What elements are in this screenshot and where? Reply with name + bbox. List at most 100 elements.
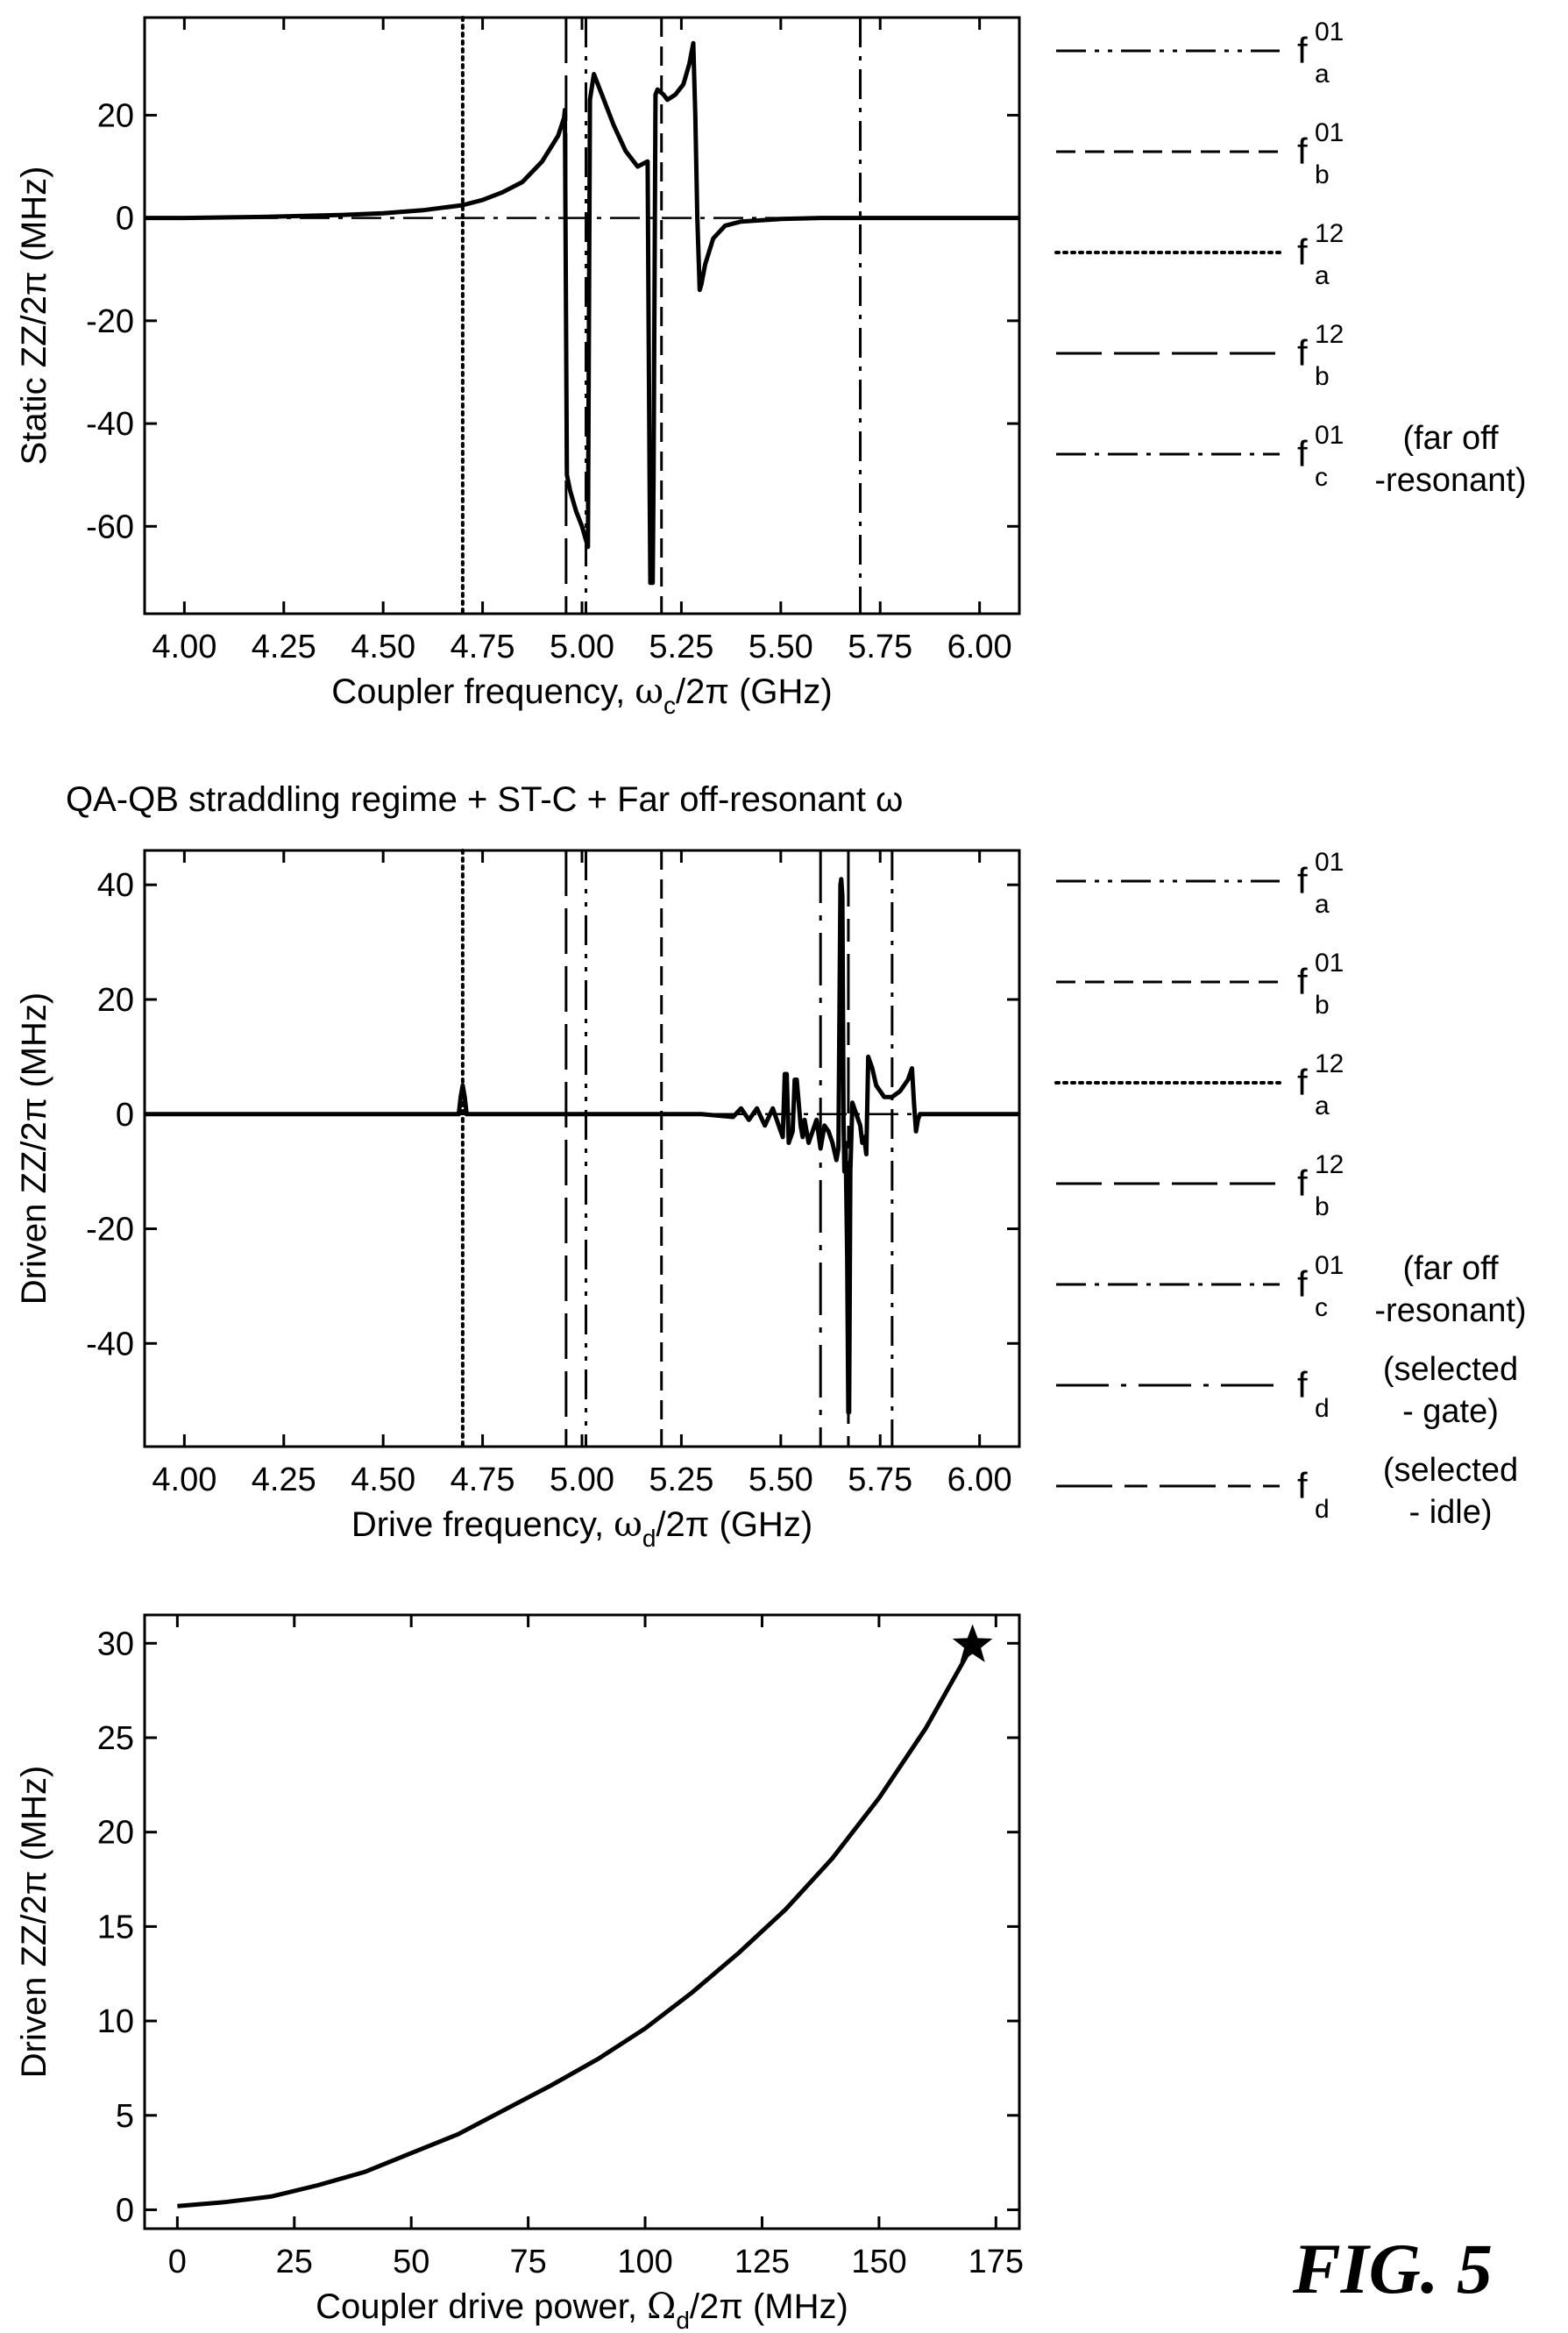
x-axis-label: Coupler frequency, ωc/2π (GHz): [331, 672, 832, 719]
x-axis-label-symbol: Ω: [647, 2287, 676, 2327]
legend-label-base: f: [1297, 1364, 1308, 1405]
x-tick-label: 175: [968, 2244, 1024, 2280]
x-axis-label-text: /2π (GHz): [676, 672, 833, 711]
x-tick-label: 5.00: [550, 1462, 614, 1498]
legend-note: (selected: [1383, 1452, 1518, 1489]
legend-note: - idle): [1408, 1494, 1492, 1531]
y-tick-label: 0: [116, 1097, 134, 1134]
x-axis-label-subscript: d: [642, 1525, 656, 1552]
x-tick-label: 4.00: [152, 1462, 216, 1498]
legend-note: (far off: [1402, 420, 1499, 457]
star-marker: [952, 1624, 993, 1662]
legend-label-base: f: [1297, 860, 1308, 901]
x-tick-label: 5.50: [749, 629, 813, 665]
legend-label-superscript: 12: [1315, 1049, 1344, 1078]
legend-label-superscript: 12: [1315, 320, 1344, 349]
legend-label-base: f: [1297, 332, 1308, 373]
x-axis-label: Drive frequency, ωd/2π (GHz): [351, 1504, 812, 1552]
x-tick-label: 50: [393, 2244, 429, 2280]
x-tick-label: 5.00: [550, 629, 614, 665]
legend-label-superscript: 01: [1315, 421, 1344, 450]
data-series-line: [145, 40, 1019, 586]
x-axis-label-symbol: ω: [635, 672, 663, 712]
y-tick-label: -20: [86, 1212, 134, 1248]
y-tick-label: -40: [86, 406, 134, 443]
x-tick-label: 75: [509, 2244, 546, 2280]
y-tick-label: 5: [116, 2098, 134, 2135]
legend-label-superscript: 12: [1315, 219, 1344, 248]
legend-label-base: f: [1297, 30, 1308, 71]
legend-label-superscript: 01: [1315, 118, 1344, 147]
legend-label-base: f: [1297, 433, 1308, 474]
legend-label-superscript: 01: [1315, 1251, 1344, 1280]
y-tick-label: 0: [116, 2192, 134, 2229]
x-tick-label: 4.50: [351, 1462, 415, 1498]
x-tick-label: 6.00: [947, 1462, 1012, 1498]
data-series-line: [177, 1644, 975, 2209]
y-tick-label: 20: [97, 1815, 134, 1852]
y-tick-label: -60: [86, 509, 134, 545]
legend-label-subscript: a: [1315, 261, 1330, 290]
y-tick-label: 10: [97, 2003, 134, 2040]
y-tick-label: 25: [97, 1720, 134, 1757]
y-tick-label: 20: [97, 97, 134, 134]
y-tick-label: 20: [97, 982, 134, 1019]
y-tick-label: -20: [86, 303, 134, 340]
legend-label-superscript: 01: [1315, 18, 1344, 46]
x-tick-label: 150: [851, 2244, 906, 2280]
y-tick-label: 0: [116, 201, 134, 238]
y-tick-label: 15: [97, 1909, 134, 1945]
legend-label-subscript: a: [1315, 60, 1330, 89]
legend-label-subscript: b: [1315, 362, 1330, 391]
x-axis-label-text: Drive frequency,: [351, 1505, 614, 1544]
x-axis-label: Coupler drive power, Ωd/2π (MHz): [316, 2287, 848, 2333]
legend-label-subscript: a: [1315, 890, 1330, 919]
legend-note: -resonant): [1374, 462, 1526, 499]
x-tick-label: 4.25: [252, 629, 316, 665]
static-zz-panel: 4.00 4.25 4.50 4.75 5.00 5.25 5.50 5.75 6.00 20 0 -…: [15, 16, 1527, 719]
x-axis-label-text: Coupler frequency,: [331, 672, 635, 711]
legend-label-base: f: [1297, 231, 1308, 273]
x-axis-label-text: Coupler drive power,: [316, 2287, 647, 2326]
legend-label-base: f: [1297, 1263, 1308, 1305]
x-tick-label: 5.25: [649, 629, 713, 665]
legend-label-base: f: [1297, 1062, 1308, 1103]
plot-frame: [143, 849, 1021, 1448]
x-tick-label: 4.25: [252, 1462, 316, 1498]
legend-label-base: f: [1297, 1465, 1308, 1506]
legend-label-subscript: c: [1315, 1293, 1328, 1322]
chart-title: QA-QB straddling regime + ST-C + Far off…: [66, 780, 903, 819]
x-tick-label: 4.00: [152, 629, 216, 665]
legend-label-subscript: c: [1315, 463, 1328, 492]
plot-frame: [143, 1613, 1021, 2230]
x-tick-label: 6.00: [947, 629, 1012, 665]
data-series-line: [145, 877, 1019, 1415]
y-axis-label: Driven ZZ/2π (MHz): [15, 992, 53, 1305]
legend-note: - gate): [1402, 1393, 1499, 1430]
y-tick-label: 30: [97, 1625, 134, 1662]
x-tick-label: 5.50: [749, 1462, 813, 1498]
x-tick-label: 5.25: [649, 1462, 713, 1498]
legend-label-subscript: b: [1315, 160, 1330, 189]
legend-label-subscript: a: [1315, 1092, 1330, 1120]
x-tick-label: 4.75: [451, 629, 515, 665]
x-tick-label: 4.75: [451, 1462, 515, 1498]
y-tick-label: 40: [97, 867, 134, 904]
legend-label-subscript: b: [1315, 991, 1330, 1020]
x-tick-label: 125: [734, 2244, 790, 2280]
legend-label-superscript: 01: [1315, 949, 1344, 978]
y-axis-label: Driven ZZ/2π (MHz): [15, 1766, 53, 2078]
x-axis-label-symbol: ω: [614, 1504, 642, 1545]
x-axis-label-text: /2π (MHz): [690, 2287, 848, 2326]
legend-note: (selected: [1383, 1351, 1518, 1388]
x-axis-label-subscript: c: [663, 692, 676, 719]
y-tick-label: -40: [86, 1326, 134, 1362]
x-tick-label: 4.50: [351, 629, 415, 665]
legend-label-base: f: [1297, 131, 1308, 172]
legend-label-base: f: [1297, 1163, 1308, 1204]
x-axis-label-subscript: d: [676, 2307, 690, 2333]
legend-note: -resonant): [1374, 1292, 1526, 1329]
x-tick-label: 5.75: [848, 1462, 912, 1498]
